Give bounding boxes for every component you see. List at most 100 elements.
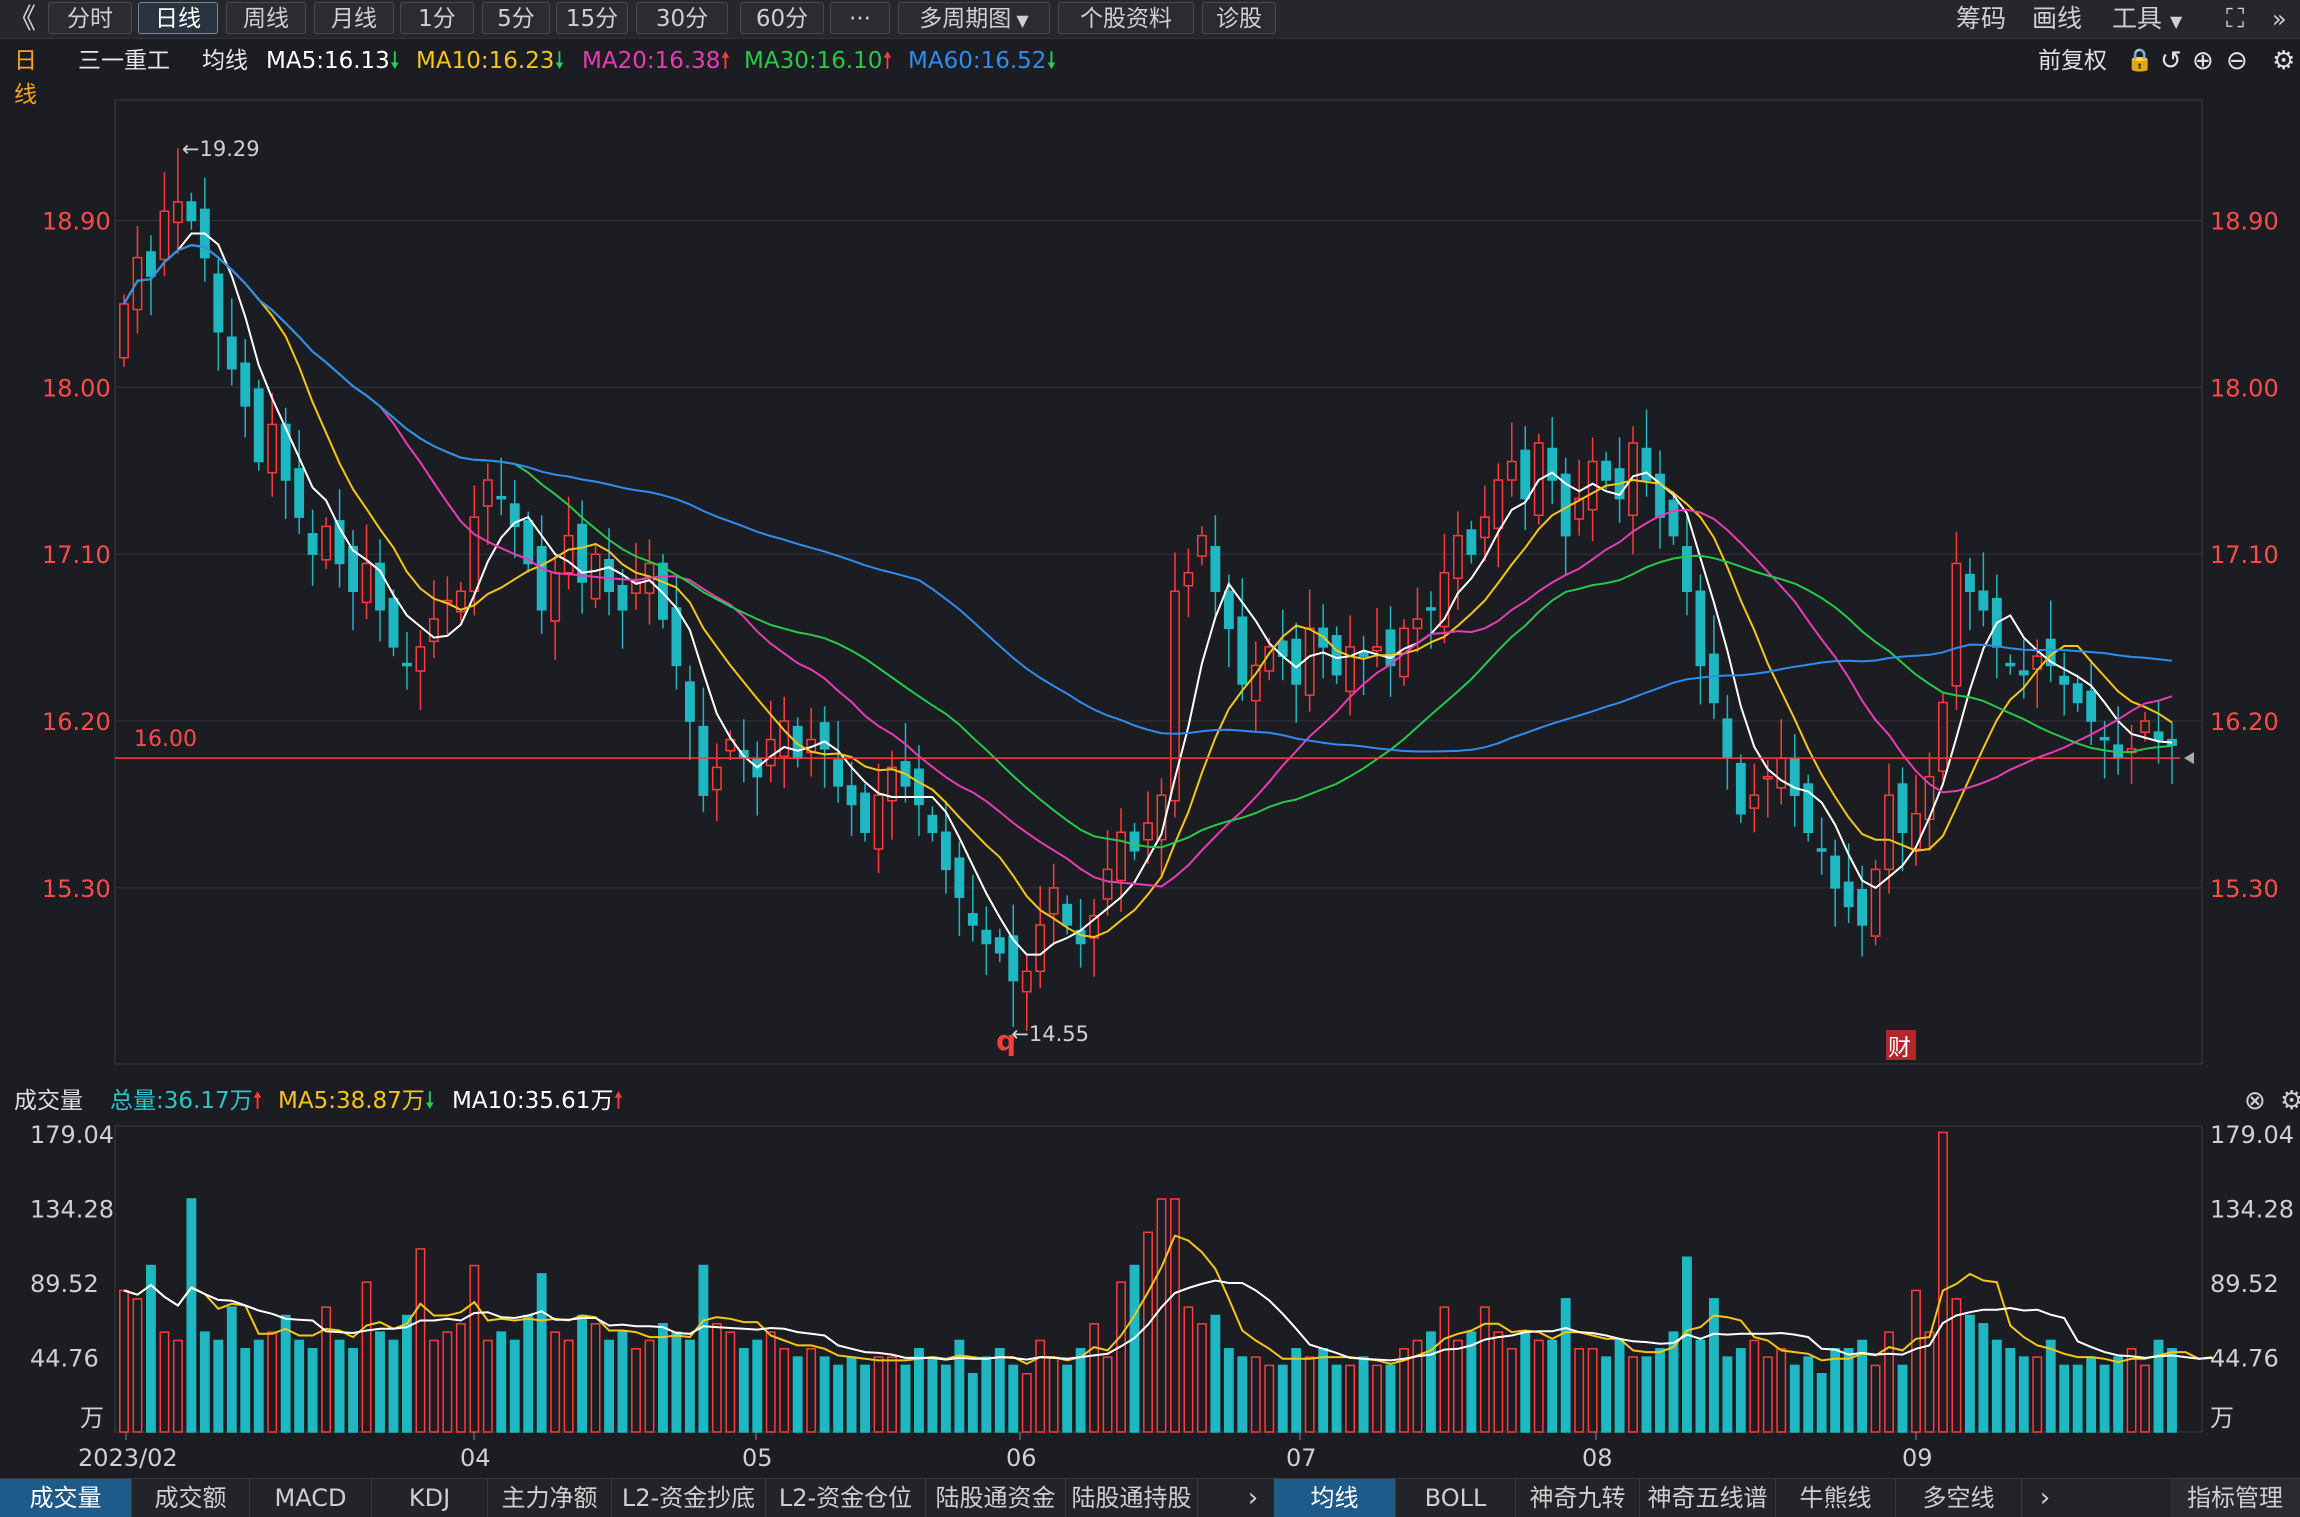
stock-profile-button[interactable]: 个股资料: [1058, 2, 1194, 34]
lock-icon[interactable]: 🔒: [2126, 48, 2154, 73]
volume-bar: [1708, 1298, 1719, 1433]
indicator-tab-3[interactable]: KDJ: [372, 1479, 488, 1517]
volume-bar: [1210, 1314, 1221, 1433]
volume-bar: [146, 1264, 156, 1433]
kline-chart[interactable]: 18.90 18.90 18.00 18.00 17.10 17.10 16.20 16.20…: [0, 0, 2300, 1478]
ma-value-4: MA60:16.52🠗: [908, 48, 1057, 74]
volume-bar: [873, 1356, 884, 1433]
indicator-tab-7[interactable]: 陆股通资金: [926, 1479, 1066, 1517]
more-periods-button[interactable]: ···: [830, 2, 890, 34]
overlay-tab-5[interactable]: 多空线: [1896, 1479, 2022, 1517]
volume-bar: [1479, 1306, 1490, 1433]
volume-bar: [1857, 1339, 1868, 1433]
x-axis-label: 08: [1582, 1444, 1613, 1472]
volume-bar: [1466, 1331, 1477, 1433]
candle-body: [2059, 675, 2070, 685]
candle-body: [1426, 607, 1436, 611]
volume-bar: [1735, 1348, 1746, 1433]
tab-15min[interactable]: 15分: [556, 2, 628, 34]
volume-bar: [536, 1273, 547, 1433]
tab-5min[interactable]: 5分: [482, 2, 550, 34]
volume-settings-gear-icon[interactable]: ⚙: [2280, 1086, 2300, 1116]
fullscreen-icon[interactable]: ⛶: [2226, 4, 2245, 34]
price-tick-right: 16.20: [2210, 708, 2279, 736]
candle-body: [927, 814, 938, 834]
volume-bar: [1641, 1356, 1652, 1433]
volume-bar: [321, 1306, 332, 1433]
tab-intraday[interactable]: 分时: [48, 2, 132, 34]
volume-bar: [2086, 1356, 2097, 1433]
volume-bar: [1008, 1364, 1019, 1433]
indicator-tab-4[interactable]: 主力净额: [488, 1479, 612, 1517]
tools-button[interactable]: 工具 ▼: [2112, 0, 2182, 38]
settings-gear-icon[interactable]: ⚙: [2272, 46, 2296, 76]
collapse-icon[interactable]: »: [2272, 5, 2287, 33]
indicator-tab-2[interactable]: MACD: [250, 1479, 372, 1517]
adjust-mode[interactable]: 前复权: [2038, 48, 2107, 74]
volume-bar: [1911, 1289, 1921, 1433]
back-button[interactable]: 《: [8, 2, 37, 35]
volume-bar: [428, 1339, 439, 1433]
candle-body: [1385, 629, 1396, 667]
price-frame: [114, 99, 2203, 1065]
tabs-scroll-right-icon-2[interactable]: ›: [2039, 1483, 2051, 1513]
volume-bar: [644, 1339, 655, 1433]
volume-bar: [1264, 1364, 1275, 1433]
ma-label[interactable]: 均线: [202, 48, 248, 74]
price-tick-right: 17.10: [2210, 541, 2279, 569]
tabs-scroll-right-icon[interactable]: ›: [1247, 1483, 1259, 1513]
overlay-tab-2[interactable]: 神奇九转: [1516, 1479, 1640, 1517]
chips-button[interactable]: 筹码: [1956, 4, 2007, 33]
indicator-tab-1[interactable]: 成交额: [132, 1479, 250, 1517]
candle-body: [604, 559, 614, 593]
volume-bar: [1520, 1331, 1531, 1433]
candle-body: [765, 738, 776, 767]
indicator-tab-5[interactable]: L2-资金抄底: [612, 1479, 766, 1517]
ma-value-0: MA5:16.13🠗: [266, 48, 400, 74]
tab-30min[interactable]: 30分: [636, 2, 728, 34]
candle-body: [1331, 635, 1342, 676]
indicator-tab-8[interactable]: 陆股通持股: [1066, 1479, 1198, 1517]
candle-body: [348, 546, 358, 593]
indicator-tab-0[interactable]: 成交量: [0, 1479, 132, 1517]
indicator-tab-6[interactable]: L2-资金仓位: [766, 1479, 926, 1517]
overlay-tab-3[interactable]: 神奇五线谱: [1640, 1479, 1776, 1517]
tab-1min[interactable]: 1分: [400, 2, 474, 34]
volume-bar: [334, 1339, 345, 1433]
multi-period-button[interactable]: 多周期图 ▼: [898, 2, 1050, 34]
overlay-tab-1[interactable]: BOLL: [1396, 1479, 1516, 1517]
candle-body: [779, 720, 790, 758]
stock-name[interactable]: 三一重工: [78, 48, 170, 74]
volume-ma10: MA10:35.61万🠕: [452, 1088, 624, 1114]
finance-marker: 财: [1888, 1035, 1911, 1061]
volume-bar: [199, 1331, 210, 1433]
overlay-tab-4[interactable]: 牛熊线: [1776, 1479, 1896, 1517]
undo-icon[interactable]: ↺: [2160, 46, 2182, 76]
close-icon[interactable]: ⊗: [2244, 1086, 2266, 1116]
candle-body: [1870, 868, 1881, 937]
volume-bar: [2045, 1339, 2056, 1433]
candle-body: [1897, 783, 1908, 834]
overlay-tab-0[interactable]: 均线: [1274, 1479, 1396, 1517]
draw-line-button[interactable]: 画线: [2032, 4, 2083, 33]
arrow-down-icon: 🠗: [554, 48, 565, 74]
tab-daily[interactable]: 日线: [138, 2, 218, 34]
tab-monthly[interactable]: 月线: [314, 2, 394, 34]
tab-weekly[interactable]: 周线: [226, 2, 306, 34]
diagnose-button[interactable]: 诊股: [1202, 2, 1276, 34]
arrow-down-icon: 🠗: [1046, 48, 1057, 74]
volume-bar: [2126, 1348, 2137, 1433]
zoom-out-icon[interactable]: ⊖: [2226, 46, 2248, 76]
price-tick-right: 18.00: [2210, 374, 2279, 402]
tab-60min[interactable]: 60分: [740, 2, 824, 34]
volume-bar: [806, 1348, 817, 1433]
zoom-in-icon[interactable]: ⊕: [2192, 46, 2214, 76]
candle-body: [226, 336, 237, 370]
candle-body: [1668, 499, 1679, 537]
price-tick-left: 15.30: [42, 875, 111, 903]
volume-bar: [1372, 1364, 1382, 1433]
volume-bar: [994, 1348, 1005, 1433]
indicator-manage-button[interactable]: 指标管理: [2170, 1479, 2300, 1517]
volume-bar: [550, 1331, 561, 1433]
volume-bar: [1547, 1339, 1558, 1433]
